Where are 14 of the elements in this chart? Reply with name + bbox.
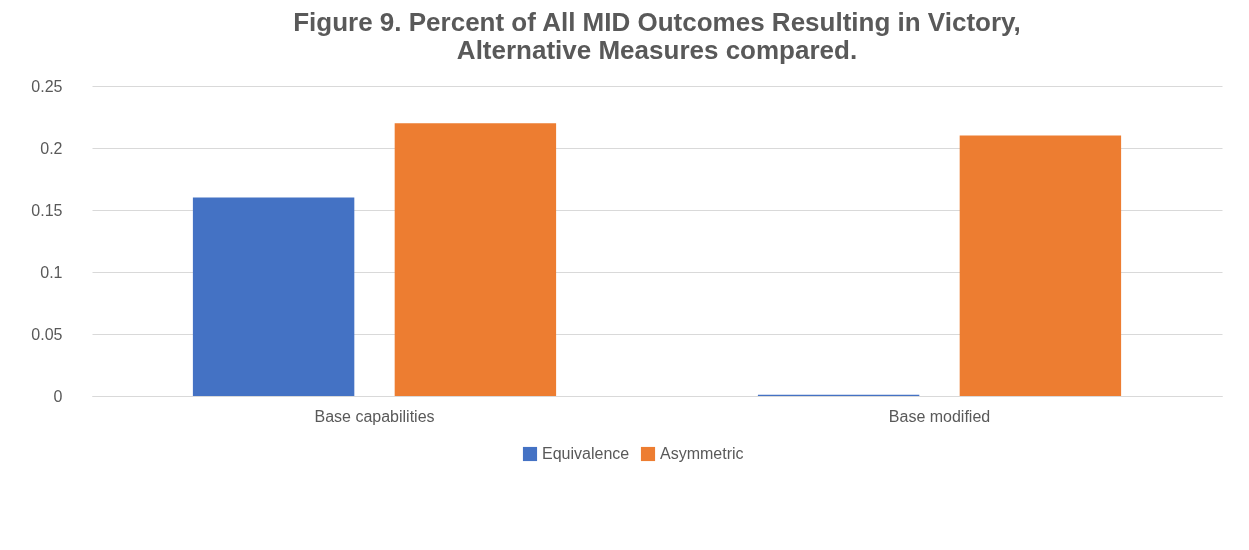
x-tick-label: Base capabilities xyxy=(314,407,435,425)
bar xyxy=(394,123,557,396)
legend-label: Equivalence xyxy=(542,445,630,462)
chart-title: Figure 9. Percent of All MID Outcomes Resulting in Victory, Alternative Measures compared. xyxy=(293,7,1021,65)
bar xyxy=(192,197,355,396)
legend-label: Asymmetric xyxy=(660,445,744,462)
y-tick-label: 0.2 xyxy=(40,139,63,157)
y-tick-label: 0.05 xyxy=(31,325,63,343)
x-tick-label: Base modified xyxy=(888,407,991,425)
y-tick-label: 0 xyxy=(53,387,63,405)
y-tick-label: 0.25 xyxy=(31,77,63,95)
y-tick-label: 0.15 xyxy=(31,201,63,219)
y-tick-label: 0.1 xyxy=(40,263,63,281)
bar xyxy=(959,135,1122,396)
